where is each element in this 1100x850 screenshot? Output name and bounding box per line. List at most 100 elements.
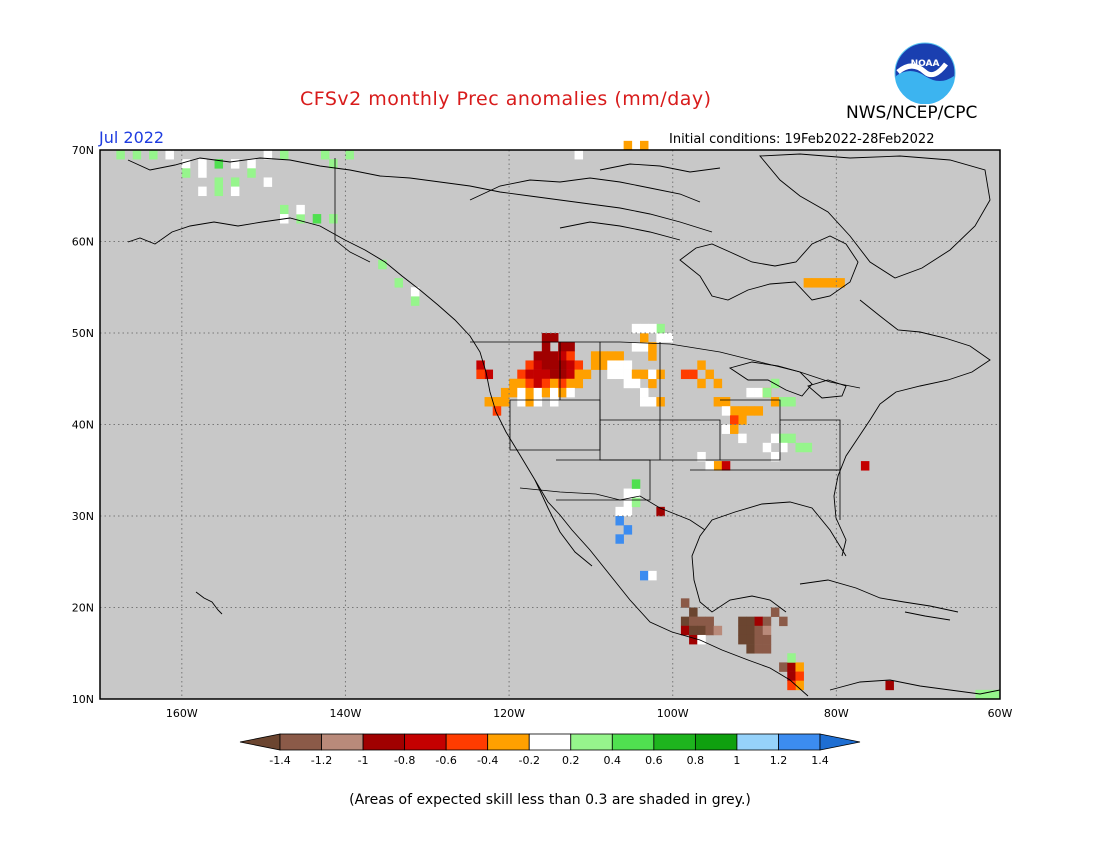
anomaly-cell [525, 378, 534, 389]
coastline [807, 379, 847, 399]
anomaly-cell [525, 397, 534, 407]
anomaly-cell [574, 369, 584, 380]
anomaly-cell [640, 333, 649, 343]
anomaly-cell [656, 506, 665, 517]
border-line [690, 469, 841, 520]
anomaly-cell [631, 369, 641, 380]
border-line [556, 459, 651, 501]
longitude-label: 60W [988, 707, 1013, 720]
colorbar-tick-label: 1 [733, 754, 740, 767]
anomaly-cell [541, 369, 551, 380]
border-line [519, 487, 706, 531]
anomaly-cell [770, 607, 780, 617]
anomaly-cell [550, 387, 559, 398]
latitude-label: 20N [72, 602, 94, 615]
anomaly-cell [779, 662, 788, 672]
anomaly-cell [754, 644, 764, 654]
longitude-label: 160W [166, 707, 198, 720]
anomaly-cell [721, 406, 731, 416]
anomaly-cell [705, 369, 714, 380]
latitude-label: 60N [72, 236, 94, 249]
organization-label: NWS/NCEP/CPC [846, 103, 978, 123]
anomaly-cell [558, 342, 567, 352]
anomaly-cell [983, 689, 993, 700]
anomaly-cell [558, 360, 567, 370]
latitude-labels: 70N 60N 50N 40N 30N 20N 10N [72, 144, 94, 706]
colorbar-segment [279, 733, 322, 751]
latitude-label: 70N [72, 144, 94, 157]
anomaly-cell [656, 323, 665, 334]
anomaly-cell [615, 369, 624, 380]
anomaly-cell [631, 378, 641, 389]
anomaly-cell [640, 397, 649, 407]
anomaly-cell [746, 625, 755, 636]
anomaly-cell [697, 625, 706, 636]
anomaly-cell [795, 671, 804, 681]
anomaly-cell [787, 680, 796, 691]
anomaly-cell [410, 287, 420, 297]
anomaly-cell [754, 625, 764, 636]
anomaly-cell [280, 150, 289, 160]
anomaly-cell [541, 387, 551, 398]
colorbar-low-arrow [239, 733, 281, 751]
anomaly-cell [378, 259, 387, 270]
anomaly-cell [500, 397, 510, 407]
anomaly-cell [640, 570, 649, 581]
anomaly-cell [214, 177, 224, 187]
colorbar-segment [404, 733, 447, 751]
anomaly-cell [623, 140, 633, 151]
coastline [127, 217, 809, 697]
anomaly-cell [705, 461, 714, 471]
anomaly-cell [664, 333, 674, 343]
anomaly-cell [550, 397, 559, 407]
anomaly-cell [746, 406, 755, 416]
anomaly-cell [296, 204, 305, 215]
anomaly-cell [779, 442, 788, 453]
anomaly-cell [280, 204, 289, 215]
anomaly-cell [762, 644, 772, 654]
anomaly-cell [566, 360, 575, 370]
anomaly-cell [517, 387, 526, 398]
anomaly-cell [746, 634, 755, 645]
colorbar-segment [736, 733, 779, 751]
anomaly-cell [132, 150, 142, 160]
anomaly-cell [762, 634, 772, 645]
anomaly-cell [533, 369, 543, 380]
coastline [904, 611, 951, 621]
coastline [829, 679, 1001, 695]
anomaly-cell [991, 689, 1001, 700]
anomaly-cell [648, 351, 657, 361]
colorbar-tick-label: 1.2 [770, 754, 788, 767]
anomaly-cell [697, 616, 706, 627]
anomaly-cell [885, 680, 894, 691]
anomaly-cell [558, 369, 567, 380]
anomaly-cell [525, 369, 534, 380]
anomaly-cell [149, 150, 158, 160]
colorbar [239, 733, 861, 751]
anomaly-cell [329, 159, 338, 169]
anomaly-cell [541, 378, 551, 389]
anomaly-cell [860, 461, 870, 471]
anomaly-cell [754, 387, 764, 398]
border-line [720, 399, 781, 461]
anomaly-cell [558, 387, 567, 398]
colorbar-tick-label: 0.4 [604, 754, 622, 767]
coastline [469, 177, 701, 203]
anomaly-cell [746, 644, 755, 654]
anomaly-cell [631, 479, 641, 489]
colorbar-segment [362, 733, 406, 751]
longitude-label: 120W [493, 707, 525, 720]
anomaly-cell [165, 150, 174, 160]
anomaly-cell [615, 360, 624, 370]
colorbar-segment [611, 733, 655, 751]
anomaly-cell [795, 662, 804, 672]
anomaly-cell [762, 442, 772, 453]
anomaly-cell [770, 433, 780, 444]
coastlines [127, 153, 1001, 697]
anomaly-cell [803, 442, 813, 453]
anomaly-cell [770, 451, 780, 462]
colorbar-segment [487, 733, 530, 751]
anomaly-cell [779, 433, 788, 444]
anomaly-cell [590, 360, 600, 370]
latitude-label: 30N [72, 510, 94, 523]
